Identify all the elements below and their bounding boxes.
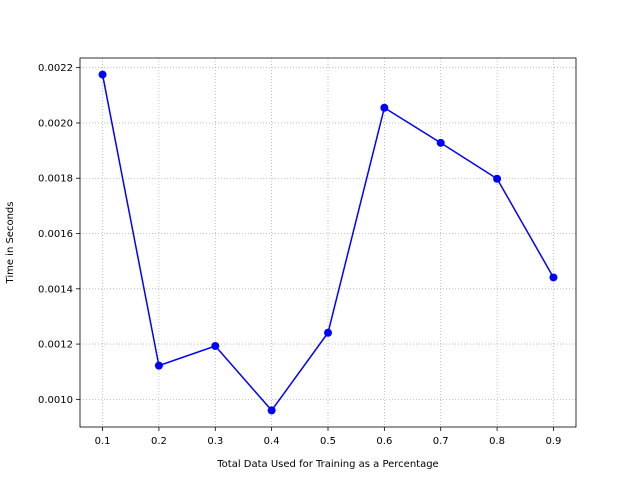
- data-point: [493, 174, 502, 183]
- y-tick-label: 0.0014: [38, 284, 73, 295]
- series: [98, 70, 558, 415]
- y-tick-label: 0.0012: [38, 340, 73, 351]
- data-point: [380, 103, 389, 112]
- y-tick-label: 0.0018: [38, 174, 73, 185]
- x-tick-label: 0.5: [320, 436, 336, 447]
- data-point: [98, 70, 107, 79]
- y-axis-label: Time in Seconds: [5, 202, 16, 285]
- x-tick-label: 0.2: [151, 436, 167, 447]
- x-tick-label: 0.3: [207, 436, 223, 447]
- data-point: [324, 328, 332, 337]
- data-point: [549, 273, 558, 282]
- y-tick-label: 0.0016: [38, 229, 73, 240]
- data-point: [267, 406, 276, 415]
- x-tick-label: 0.7: [433, 436, 449, 447]
- x-tick-label: 0.4: [264, 436, 280, 447]
- y-tick-label: 0.0020: [38, 118, 73, 129]
- axis-ticks: 0.1 0.2 0.3 0.4 0.5 0.6 0.7 0.8 0.9 0.0010 0.0012 0…: [38, 63, 561, 447]
- y-tick-label: 0.0022: [38, 63, 73, 74]
- data-point: [436, 138, 445, 147]
- x-tick-label: 0.6: [376, 436, 392, 447]
- x-tick-label: 0.1: [95, 436, 111, 447]
- x-axis-label: Total Data Used for Training as a Percen…: [216, 459, 438, 470]
- data-point: [154, 361, 163, 370]
- data-point: [211, 342, 220, 351]
- y-tick-label: 0.0010: [38, 395, 73, 406]
- x-tick-label: 0.8: [489, 436, 505, 447]
- x-tick-label: 0.9: [546, 436, 562, 447]
